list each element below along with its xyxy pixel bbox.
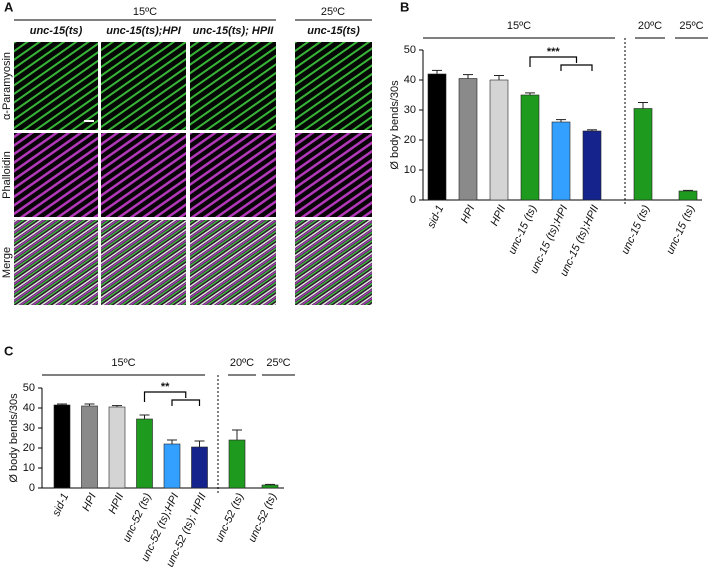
- row-label: Merge: [1, 247, 13, 278]
- significance-bracket: [529, 56, 593, 71]
- bar: [163, 443, 181, 489]
- bar: [582, 130, 602, 201]
- y-tick-label: 0: [29, 482, 35, 494]
- micrograph: [101, 133, 186, 217]
- x-tick-label: HPI: [80, 491, 99, 513]
- bar: [551, 121, 571, 201]
- micrograph: [190, 133, 276, 217]
- bar: [108, 406, 126, 489]
- y-tick-label: 30: [404, 104, 416, 116]
- x-tick-label: unc-15 (ts): [619, 203, 652, 256]
- bar: [633, 108, 653, 201]
- bar: [678, 190, 698, 201]
- micrograph: [14, 220, 98, 305]
- bar: [489, 79, 509, 201]
- significance-bracket: [143, 391, 201, 406]
- column-label: unc-15(ts): [30, 25, 83, 37]
- micrograph: [101, 42, 186, 130]
- panel-label: C: [4, 343, 14, 358]
- bar: [458, 78, 478, 201]
- y-tick-label: 50: [23, 382, 35, 394]
- bar: [136, 418, 153, 489]
- y-tick-label: 0: [410, 194, 416, 206]
- chart: 0 10 20 30 40 50Ø body bends/30s 15ºC 20ºC 25ºC s…: [8, 357, 295, 569]
- x-tick-label: HPII: [488, 203, 508, 227]
- micrograph: [295, 220, 372, 305]
- panel-label: B: [400, 0, 409, 14]
- y-tick-label: 40: [404, 74, 416, 86]
- y-axis-label: Ø body bends/30s: [8, 393, 20, 483]
- micrograph: [295, 42, 372, 130]
- x-tick-label: HPI: [459, 203, 478, 225]
- y-tick-label: 50: [404, 44, 416, 56]
- micrograph: [190, 220, 276, 305]
- column-label: unc-15(ts): [307, 25, 360, 37]
- y-tick-label: 20: [23, 442, 35, 454]
- x-tick-label: unc-15 (ts): [506, 203, 539, 256]
- x-tick-label: sid-1: [425, 203, 446, 230]
- panel-label: A: [4, 0, 14, 14]
- micrograph: [14, 133, 98, 217]
- micrographs: unc-15(ts) unc-15(ts);HPI unc-15(ts); HPII…: [1, 25, 372, 305]
- y-tick-label: 10: [404, 164, 416, 176]
- group-label: 25ºC: [266, 357, 290, 369]
- significance-label: **: [161, 381, 170, 393]
- group-label: 25ºC: [321, 6, 345, 18]
- group-label: 20ºC: [230, 357, 254, 369]
- y-tick-label: 40: [23, 402, 35, 414]
- group-label: 15ºC: [111, 357, 135, 369]
- x-tick-label: unc-52 (ts): [213, 491, 246, 544]
- x-tick-label: sid-1: [50, 491, 71, 518]
- significance-label: ***: [547, 46, 561, 58]
- chart: 0 10 20 30 40 50 Ø body bends/30s 15ºC 20ºC 25ºC s…: [389, 20, 708, 278]
- x-tick-label: HPII: [106, 491, 126, 515]
- bar: [191, 446, 208, 489]
- x-tick-label: unc-15 (ts): [664, 203, 697, 256]
- group-label: 25ºC: [679, 20, 703, 32]
- group-label: 15ºC: [133, 6, 157, 18]
- y-tick-label: 10: [23, 462, 35, 474]
- bar: [520, 94, 540, 201]
- column-label: unc-15(ts);HPI: [106, 25, 182, 37]
- column-label: unc-15(ts); HPII: [193, 25, 275, 37]
- micrograph: [190, 42, 276, 130]
- bar: [81, 405, 98, 489]
- y-tick-label: 30: [23, 422, 35, 434]
- micrograph: [14, 42, 98, 130]
- x-tick-label: unc-52 (ts): [246, 491, 279, 544]
- bar: [427, 73, 447, 201]
- y-axis-label: Ø body bends/30s: [389, 80, 401, 170]
- group-label: 15ºC: [507, 20, 531, 32]
- micrograph: [295, 133, 372, 217]
- row-label: Phalloidin: [1, 151, 13, 199]
- bar: [228, 439, 246, 489]
- micrograph: [101, 220, 186, 305]
- group-label: 20ºC: [638, 20, 662, 32]
- y-tick-label: 20: [404, 134, 416, 146]
- bar: [53, 404, 71, 489]
- row-label: α-Paramyosin: [1, 52, 13, 120]
- bar: [261, 484, 279, 489]
